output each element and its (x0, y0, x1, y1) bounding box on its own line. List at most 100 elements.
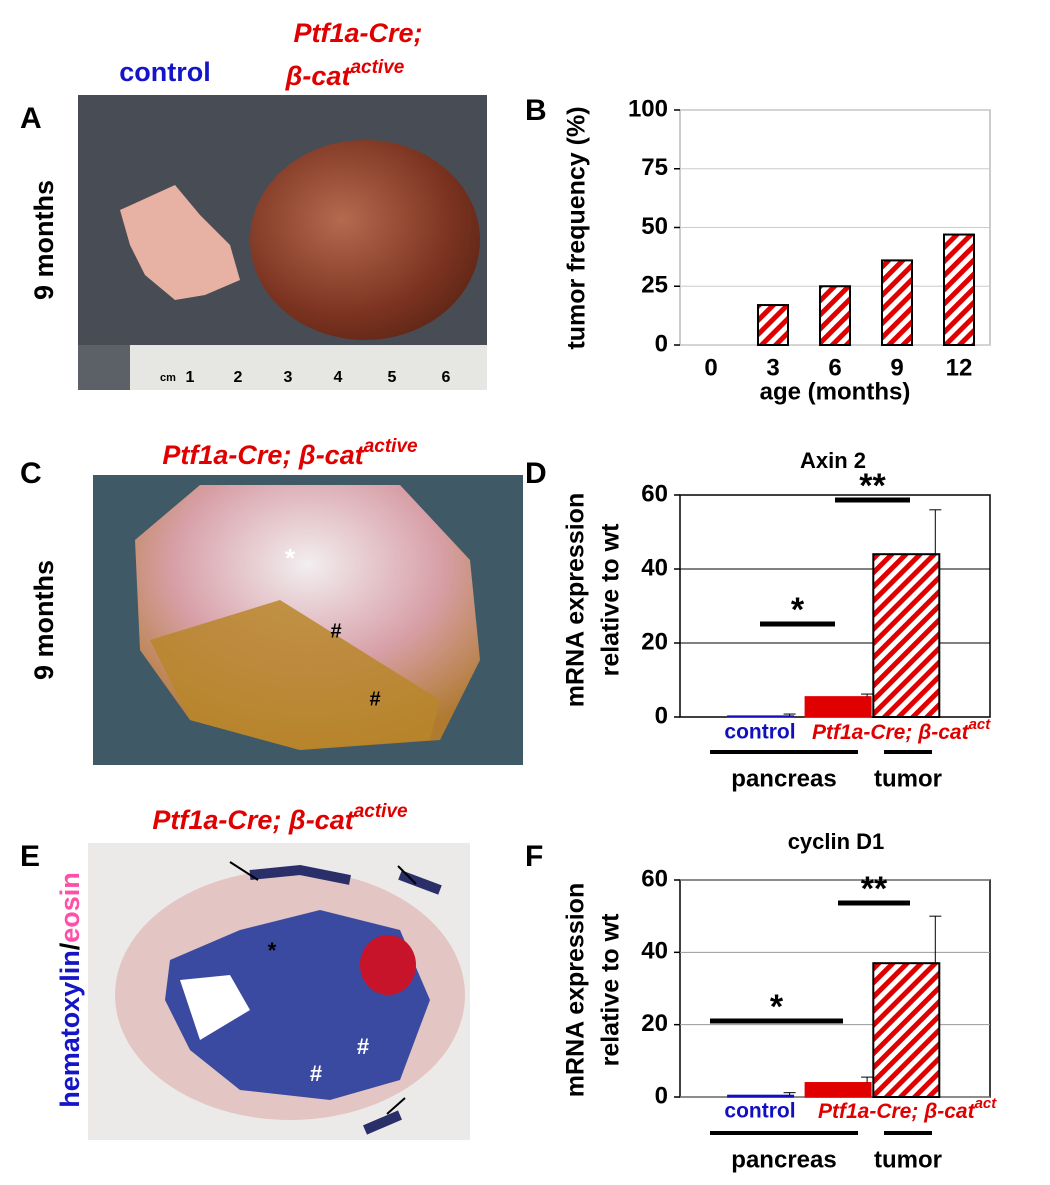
marker: # (310, 1061, 322, 1086)
bar (727, 1094, 795, 1098)
superscript: active (364, 436, 418, 457)
genotype-label: β-catactive (285, 57, 405, 91)
bar (872, 962, 941, 1099)
bar (757, 304, 789, 346)
arrows (229, 861, 417, 1115)
y-tick-label: 40 (641, 938, 668, 965)
chart-title: cyclin D1 (788, 829, 885, 854)
x-tick-label: 3 (766, 354, 779, 381)
y-tick-label: 60 (641, 480, 668, 507)
ruler (130, 345, 487, 390)
y-axis-label: tumor frequency (%) (563, 106, 591, 349)
y-axis-label: relative to wt (597, 913, 625, 1066)
group-label: pancreas (731, 1146, 836, 1173)
x-tick-label: 0 (704, 354, 717, 381)
y-tick-label: 0 (655, 1082, 668, 1109)
panel-letter: F (525, 840, 543, 873)
genotype-text: Ptf1a-Cre; β-cat (152, 805, 354, 835)
chart-title: Axin 2 (800, 448, 866, 473)
y-axis-label: mRNA expression (562, 883, 590, 1097)
superscript: act (969, 716, 992, 733)
category-text: Ptf1a-Cre; β-cat (812, 721, 970, 744)
stain-text: hematoxylin (55, 950, 85, 1108)
ruler-label: 2 (234, 369, 243, 386)
y-tick-label: 20 (641, 1010, 668, 1037)
group-label: pancreas (731, 765, 836, 792)
genotype-text: β-cat (285, 61, 352, 91)
y-tick-label: 0 (655, 330, 668, 357)
panel-letter: A (20, 102, 42, 135)
x-tick-label: 6 (828, 354, 841, 381)
y-tick-label: 25 (641, 272, 668, 299)
y-axis-label: mRNA expression (562, 493, 590, 707)
ruler-label: 4 (334, 369, 343, 386)
cavity (180, 975, 250, 1040)
chart: D Axin 2 mRNA expression relative to wt 0 20 4… (525, 448, 991, 793)
x-tick-label: Ptf1a-Cre; β-catact (812, 716, 991, 744)
bar (819, 285, 851, 346)
bar (943, 233, 975, 346)
x-tick-label: control (724, 721, 795, 744)
age-label: 9 months (29, 180, 59, 300)
y-tick-label: 100 (628, 95, 668, 122)
ruler-label: 3 (284, 369, 293, 386)
x-tick-label: Ptf1a-Cre; β-catact (818, 1095, 997, 1123)
ruler-label: 1 (186, 369, 195, 386)
significance-label: ** (859, 467, 886, 505)
bar (804, 1082, 872, 1098)
significance-label: ** (861, 870, 888, 908)
panel-letter: B (525, 94, 547, 127)
x-tick-label: control (724, 1100, 795, 1123)
panel-c: C Ptf1a-Cre; β-catactive * # # 9 months (20, 436, 523, 765)
panel-letter: E (20, 840, 40, 873)
ruler-label: cm (160, 372, 176, 384)
category-text: Ptf1a-Cre; β-cat (818, 1100, 976, 1123)
marker: # (330, 620, 341, 642)
ruler-label: 6 (442, 369, 451, 386)
y-tick-label: 0 (655, 702, 668, 729)
stain-text: / (55, 942, 85, 950)
x-axis-label: age (months) (760, 378, 911, 405)
panel-letter: C (20, 457, 42, 490)
pancreas-lobes (249, 864, 442, 1135)
genotype-label: Ptf1a-Cre; (293, 18, 422, 48)
marker: # (369, 688, 380, 710)
superscript: active (354, 801, 408, 822)
stain-text: eosin (55, 872, 85, 943)
marker: # (357, 1034, 369, 1059)
y-tick-label: 75 (641, 154, 668, 181)
marker: * (285, 543, 296, 573)
panel-a: A control Ptf1a-Cre; β-catactive cm 1 2 … (20, 18, 487, 390)
y-tick-label: 50 (641, 213, 668, 240)
y-axis-label: relative to wt (597, 523, 625, 676)
genotype-text: Ptf1a-Cre; β-cat (162, 440, 364, 470)
genotype-label: Ptf1a-Cre; β-catactive (152, 801, 408, 835)
plot-frame (679, 494, 991, 718)
superscript: active (350, 57, 404, 78)
age-label: 9 months (29, 560, 59, 680)
genotype-label: Ptf1a-Cre; β-catactive (162, 436, 418, 470)
significance-label: * (770, 988, 784, 1026)
marker: * (268, 938, 277, 963)
stain-label: hematoxylin/eosin (55, 872, 85, 1108)
plot-frame (679, 879, 991, 1098)
x-tick-label: 9 (890, 354, 903, 381)
superscript: act (975, 1095, 998, 1112)
tumor-region (150, 600, 440, 750)
tumor-tissue (250, 140, 480, 340)
significance-label: * (791, 591, 805, 629)
panel-letter: D (525, 457, 547, 490)
bar (872, 553, 941, 719)
control-label: control (119, 57, 211, 87)
bar (727, 715, 795, 718)
y-tick-label: 60 (641, 865, 668, 892)
bar (881, 259, 913, 346)
y-tick-label: 40 (641, 554, 668, 581)
x-tick-label: 12 (946, 354, 973, 381)
bar (804, 696, 872, 718)
group-label: tumor (874, 765, 942, 792)
